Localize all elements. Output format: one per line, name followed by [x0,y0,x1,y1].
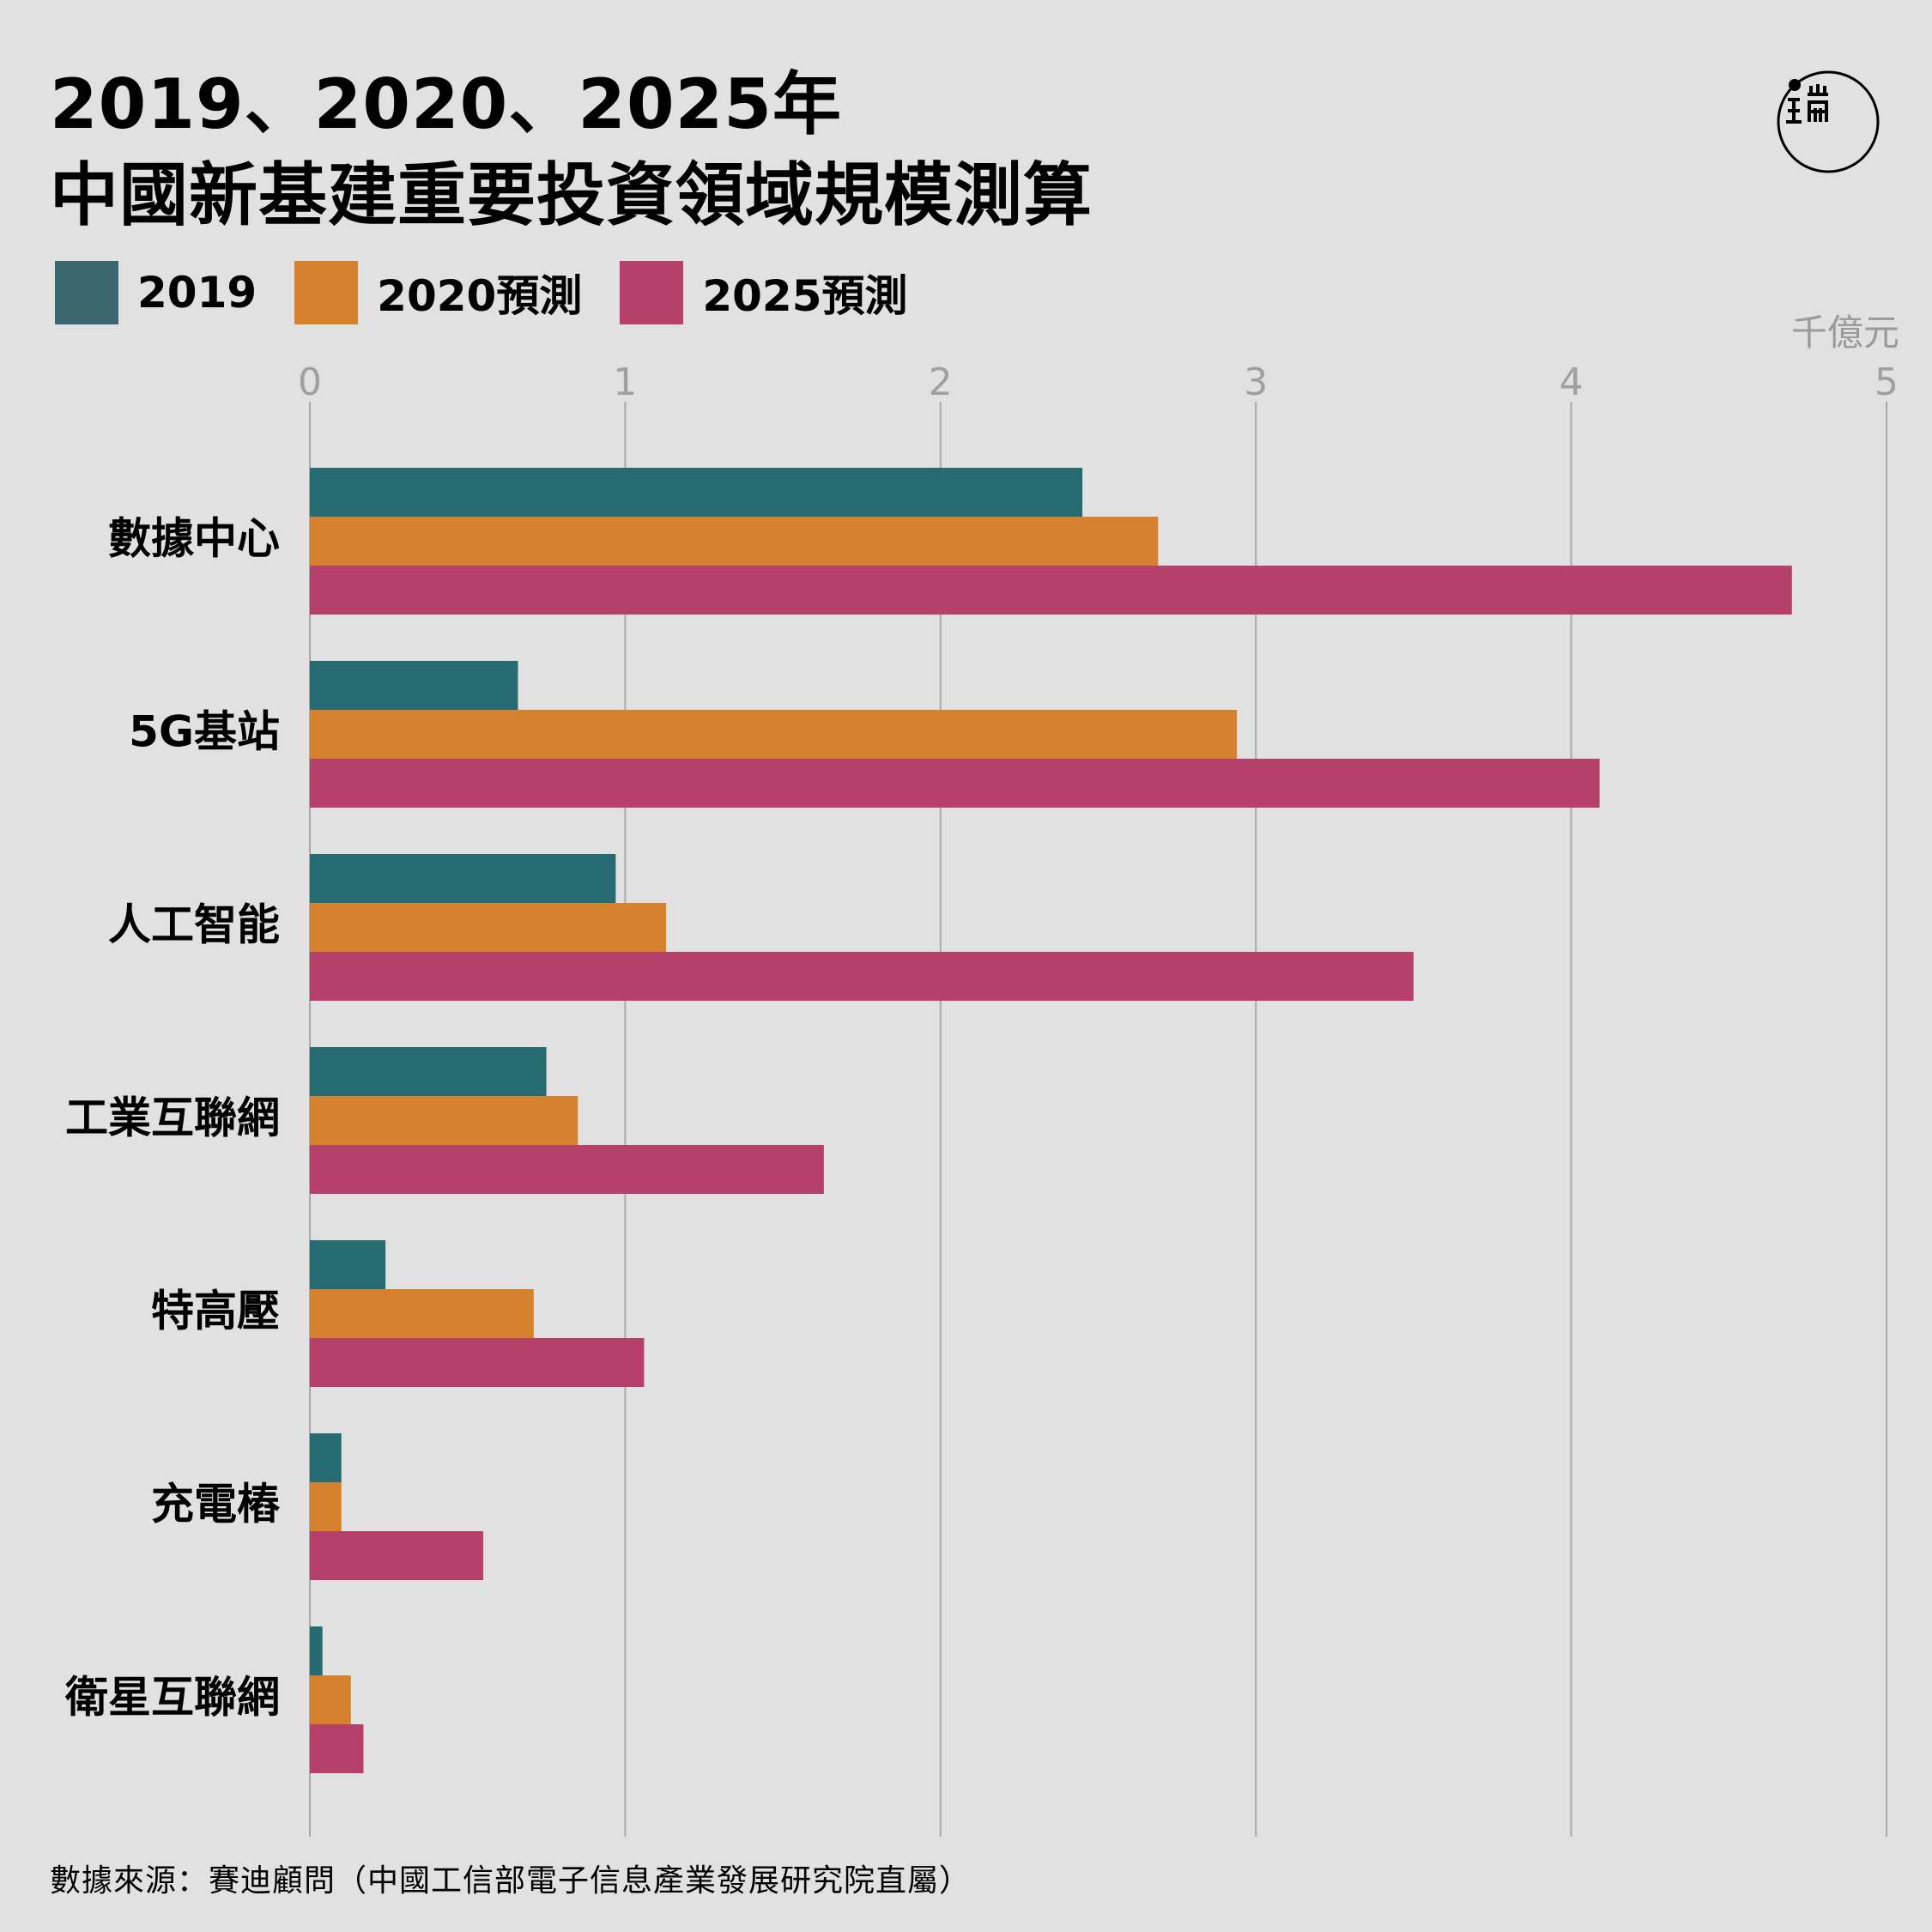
bar [310,854,616,903]
source-note: 數據來源：賽迪顧問（中國工信部電子信息產業發展研究院直屬） [50,1863,972,1899]
bar [310,566,1792,615]
bar [310,1433,342,1482]
bar [310,661,518,710]
category-label: 數據中心 [108,514,280,564]
axis-unit-label: 千億元 [1790,312,1899,354]
x-tick-label: 5 [1874,360,1899,404]
bar [310,1338,645,1387]
bar [310,710,1238,759]
logo-icon [1777,70,1880,173]
bar [310,1724,364,1773]
chart-title: 2019、2020、2025年 [50,64,842,144]
bar [310,952,1414,1001]
legend-item-2019: 2019 [55,261,257,324]
x-tick-label: 1 [613,360,637,404]
bar [310,1289,534,1338]
category-label: 工業互聯網 [65,1093,280,1143]
bar [310,1531,484,1580]
x-tick-label: 3 [1244,360,1268,404]
bar [310,468,1083,517]
bar [310,1240,386,1289]
bar [310,759,1600,808]
bar [310,1096,578,1145]
legend-swatch-2025 [620,261,684,324]
category-label: 人工智能 [108,900,280,950]
bar [310,1675,351,1724]
bar [310,1145,824,1194]
bar [310,1047,547,1096]
legend-label-2019: 2019 [137,268,257,318]
category-label: 特高壓 [151,1287,280,1336]
x-tick-label: 4 [1560,360,1584,404]
legend-item-2020: 2020預測 [294,261,582,324]
legend: 2019 2020預測 2025預測 [55,260,946,325]
legend-swatch-2019 [55,261,118,324]
category-label: 5G基站 [129,707,280,757]
x-tick-label: 2 [929,360,953,404]
x-tick-label: 0 [298,360,322,404]
bar [310,1482,342,1531]
chart-subtitle: 中國新基建重要投資領域規模測算 [50,155,1093,235]
category-label: 衛星互聯網 [64,1673,280,1723]
legend-item-2025: 2025預測 [620,261,908,324]
bar [310,903,667,952]
legend-label-2020: 2020預測 [377,271,583,321]
category-label: 充電樁 [151,1480,281,1529]
bar [310,1626,323,1675]
legend-swatch-2020 [294,261,359,324]
legend-label-2025: 2025預測 [702,271,908,321]
bar [310,517,1159,566]
